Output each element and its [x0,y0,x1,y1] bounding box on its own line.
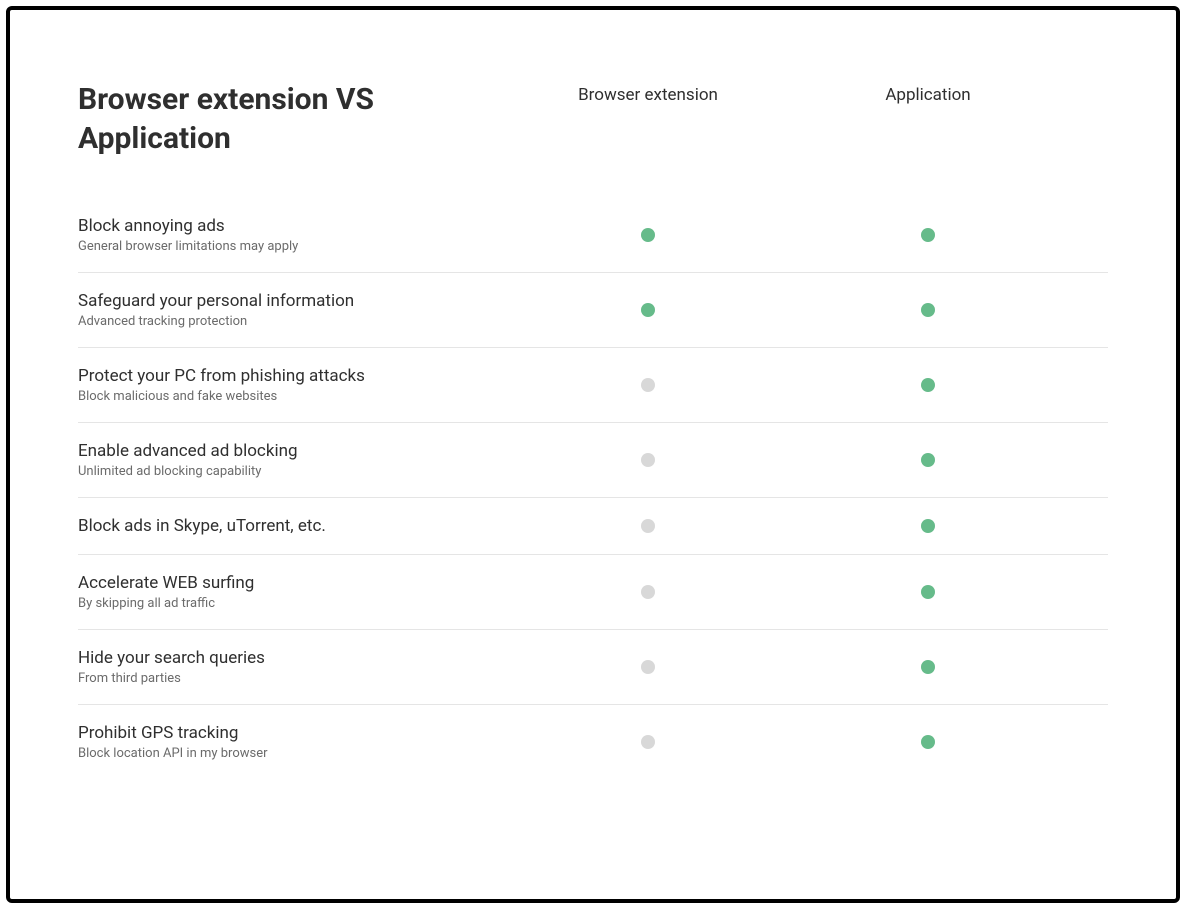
application-status-cell [788,378,1068,392]
status-dot-disabled-icon [641,735,655,749]
feature-title: Protect your PC from phishing attacks [78,366,508,386]
table-row: Accelerate WEB surfing By skipping all ad… [78,555,1108,630]
feature-subtitle: Block malicious and fake websites [78,389,508,404]
status-dot-enabled-icon [921,585,935,599]
application-status-cell [788,735,1068,749]
extension-status-cell [508,735,788,749]
feature-title: Block ads in Skype, uTorrent, etc. [78,516,508,536]
feature-subtitle: From third parties [78,671,508,686]
status-dot-enabled-icon [921,660,935,674]
application-status-cell [788,228,1068,242]
table-row: Safeguard your personal information Advan… [78,273,1108,348]
table-row: Hide your search queries From third parti… [78,630,1108,705]
status-dot-enabled-icon [921,519,935,533]
feature-subtitle: General browser limitations may apply [78,239,508,254]
extension-status-cell [508,585,788,599]
feature-title: Accelerate WEB surfing [78,573,508,593]
page-title: Browser extension VS Application [78,80,508,158]
status-dot-enabled-icon [641,303,655,317]
extension-status-cell [508,228,788,242]
comparison-table: Browser extension VS Application Browser… [78,80,1108,779]
extension-status-cell [508,378,788,392]
table-row: Block ads in Skype, uTorrent, etc. [78,498,1108,555]
table-header-row: Browser extension VS Application Browser… [78,80,1108,198]
feature-title: Block annoying ads [78,216,508,236]
extension-status-cell [508,303,788,317]
feature-text-cell: Block ads in Skype, uTorrent, etc. [78,516,508,536]
column-header-application: Application [788,80,1068,108]
comparison-frame: Browser extension VS Application Browser… [6,6,1180,903]
feature-subtitle: By skipping all ad traffic [78,596,508,611]
table-row: Protect your PC from phishing attacks Blo… [78,348,1108,423]
feature-text-cell: Accelerate WEB surfing By skipping all ad… [78,573,508,611]
feature-text-cell: Protect your PC from phishing attacks Blo… [78,366,508,404]
status-dot-enabled-icon [921,453,935,467]
feature-title: Hide your search queries [78,648,508,668]
application-status-cell [788,519,1068,533]
status-dot-enabled-icon [921,228,935,242]
status-dot-disabled-icon [641,519,655,533]
feature-text-cell: Enable advanced ad blocking Unlimited ad … [78,441,508,479]
application-status-cell [788,453,1068,467]
application-status-cell [788,585,1068,599]
feature-text-cell: Safeguard your personal information Advan… [78,291,508,329]
feature-text-cell: Block annoying ads General browser limita… [78,216,508,254]
feature-text-cell: Prohibit GPS tracking Block location API … [78,723,508,761]
application-status-cell [788,660,1068,674]
status-dot-disabled-icon [641,453,655,467]
status-dot-enabled-icon [921,735,935,749]
status-dot-disabled-icon [641,378,655,392]
column-header-extension: Browser extension [508,80,788,108]
table-row: Prohibit GPS tracking Block location API … [78,705,1108,779]
status-dot-enabled-icon [641,228,655,242]
feature-subtitle: Block location API in my browser [78,746,508,761]
feature-title: Prohibit GPS tracking [78,723,508,743]
status-dot-enabled-icon [921,303,935,317]
table-row: Block annoying ads General browser limita… [78,198,1108,273]
feature-text-cell: Hide your search queries From third parti… [78,648,508,686]
extension-status-cell [508,660,788,674]
status-dot-disabled-icon [641,585,655,599]
feature-subtitle: Unlimited ad blocking capability [78,464,508,479]
status-dot-enabled-icon [921,378,935,392]
feature-title: Enable advanced ad blocking [78,441,508,461]
status-dot-disabled-icon [641,660,655,674]
feature-title: Safeguard your personal information [78,291,508,311]
application-status-cell [788,303,1068,317]
extension-status-cell [508,453,788,467]
extension-status-cell [508,519,788,533]
feature-subtitle: Advanced tracking protection [78,314,508,329]
table-row: Enable advanced ad blocking Unlimited ad … [78,423,1108,498]
